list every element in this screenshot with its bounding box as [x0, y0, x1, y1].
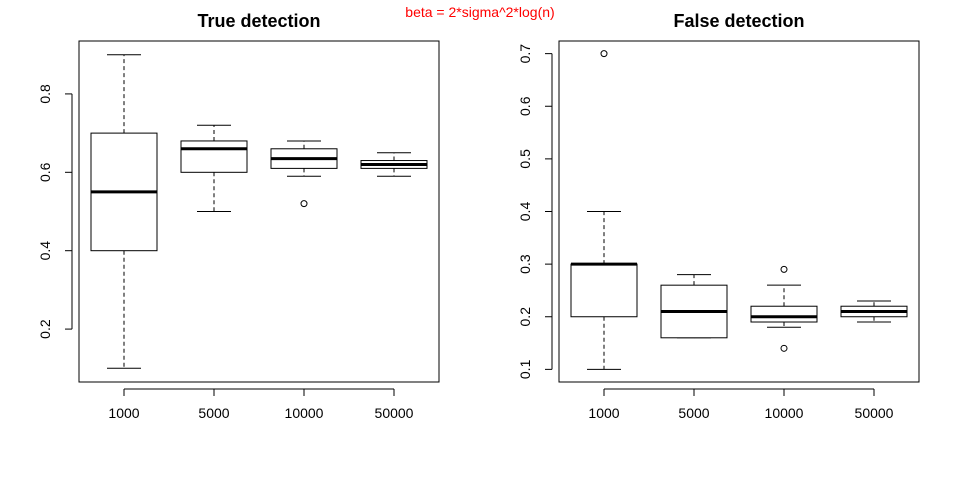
- false-detection-x-tick-label: 1000: [588, 405, 619, 421]
- false-detection-y-tick-label: 0.3: [517, 254, 533, 274]
- false-detection-x-tick-label: 10000: [765, 405, 804, 421]
- outlier-point: [780, 344, 788, 352]
- false-detection-y-tick-label: 0.1: [517, 359, 533, 379]
- false-detection-plot-frame: [558, 40, 920, 383]
- true-detection-x-tick-label: 1000: [108, 405, 139, 421]
- true-detection-box-50000: [360, 152, 428, 177]
- true-detection-y-tick-label: 0.6: [37, 162, 53, 182]
- true-detection-x-tick-label: 10000: [285, 405, 324, 421]
- false-detection-title: False detection: [673, 11, 804, 31]
- true-detection-plot-frame: [78, 40, 440, 383]
- true-detection-panel: True detection 1000 5000 10000 50000 0.2 0.4 0…: [37, 11, 440, 421]
- false-detection-y-tick-label: 0.5: [517, 149, 533, 169]
- false-detection-y-tick-label: 0.7: [517, 44, 533, 64]
- false-detection-box-1000: [570, 50, 638, 370]
- outlier-point: [300, 200, 308, 208]
- true-detection-box-5000: [180, 124, 248, 212]
- true-detection-box-1000: [90, 54, 158, 369]
- box-iqr: [180, 140, 248, 173]
- false-detection-box-50000: [840, 300, 908, 323]
- true-detection-x-tick-label: 50000: [375, 405, 414, 421]
- true-detection-box-10000: [270, 140, 338, 208]
- figure-supertitle: beta = 2*sigma^2*log(n): [405, 4, 554, 20]
- true-detection-y-tick-label: 0.8: [37, 84, 53, 104]
- false-detection-x-tick-label: 5000: [678, 405, 709, 421]
- true-detection-y-tick-label: 0.2: [37, 319, 53, 339]
- true-detection-x-tick-label: 5000: [198, 405, 229, 421]
- false-detection-x-tick-label: 50000: [855, 405, 894, 421]
- false-detection-panel: False detection 1000 5000 10000 50000 0.1 0.2…: [517, 11, 920, 421]
- false-detection-y-tick-label: 0.6: [517, 96, 533, 116]
- false-detection-box-10000: [750, 265, 818, 352]
- outlier-point: [780, 265, 788, 273]
- outlier-point: [600, 50, 608, 58]
- box-iqr: [570, 263, 638, 318]
- false-detection-y-tick-label: 0.4: [517, 202, 533, 222]
- true-detection-title: True detection: [197, 11, 320, 31]
- false-detection-y-tick-label: 0.2: [517, 307, 533, 327]
- box-iqr: [750, 305, 818, 323]
- false-detection-box-5000: [660, 274, 728, 339]
- true-detection-y-tick-label: 0.4: [37, 241, 53, 261]
